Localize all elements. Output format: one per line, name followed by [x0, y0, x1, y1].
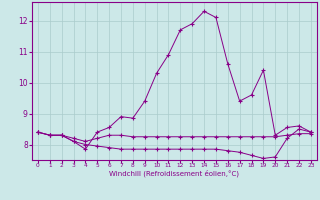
X-axis label: Windchill (Refroidissement éolien,°C): Windchill (Refroidissement éolien,°C) [109, 170, 239, 177]
